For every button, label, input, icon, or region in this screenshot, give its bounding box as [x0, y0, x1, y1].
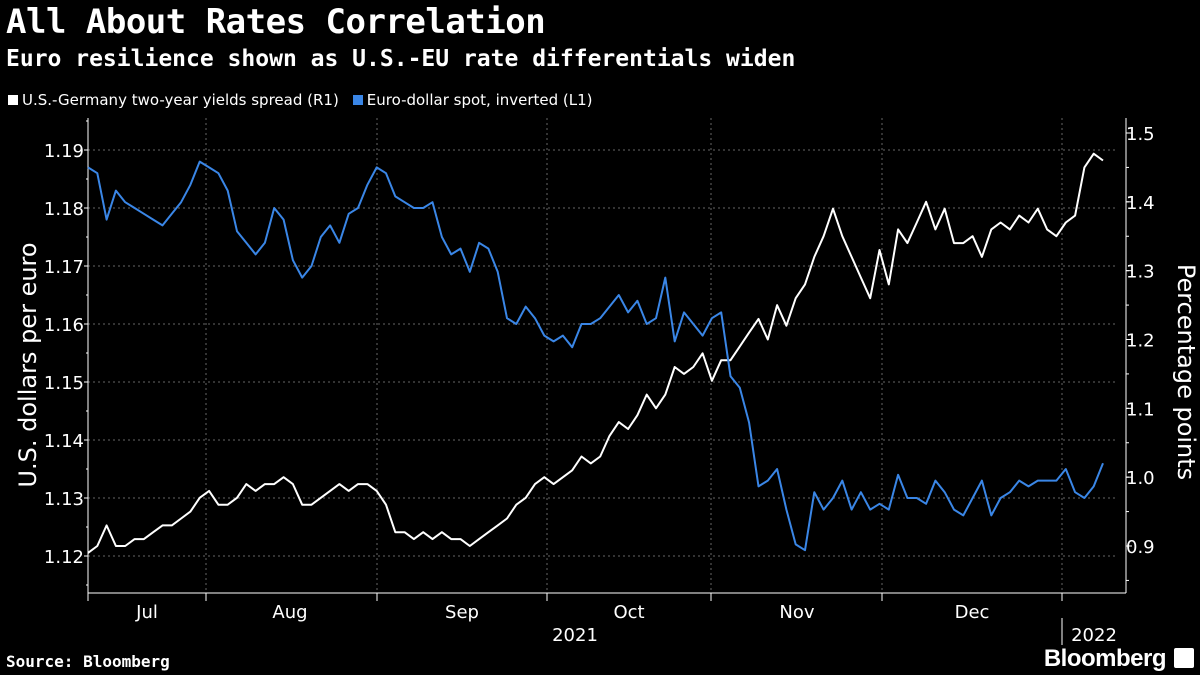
x-year-label: 2021	[552, 625, 598, 646]
legend-item-spread: U.S.-Germany two-year yields spread (R1)	[8, 91, 339, 109]
right-tick-label: 1.1	[1126, 399, 1155, 420]
right-axis-label: Percentage points	[1172, 263, 1200, 481]
right-tick-label: 1.5	[1126, 124, 1155, 145]
bloomberg-logo-icon	[1174, 648, 1194, 668]
left-tick-label: 1.14	[44, 431, 84, 452]
right-tick-label: 0.9	[1126, 537, 1155, 558]
source-note: Source: Bloomberg	[6, 652, 170, 671]
left-tick-label: 1.13	[44, 489, 84, 510]
series-line-spread	[87, 152, 1104, 554]
left-tick-label: 1.15	[44, 373, 84, 394]
right-tick-label: 1.3	[1126, 262, 1155, 283]
right-tick-label: 1.4	[1126, 193, 1155, 214]
legend-item-euro: Euro-dollar spot, inverted (L1)	[352, 91, 593, 109]
x-tick-label: Dec	[955, 602, 990, 623]
series-line-euro	[87, 160, 1104, 552]
brand-logo-text: Bloomberg	[1043, 645, 1167, 672]
chart-subtitle: Euro resilience shown as U.S.-EU rate di…	[6, 46, 796, 72]
left-axis-label: U.S. dollars per euro	[14, 242, 42, 488]
x-tick-label: Oct	[613, 602, 644, 623]
x-tick-label: Nov	[779, 602, 814, 623]
legend-swatch-euro	[352, 95, 363, 105]
left-tick-label: 1.18	[44, 199, 84, 220]
x-year-label: 2022	[1071, 625, 1117, 646]
left-tick-label: 1.12	[44, 547, 84, 568]
legend-label-euro: Euro-dollar spot, inverted (L1)	[366, 91, 593, 109]
legend: U.S.-Germany two-year yields spread (R1)…	[8, 91, 593, 109]
right-tick-label: 1.0	[1126, 468, 1155, 489]
chart-title: All About Rates Correlation	[6, 2, 546, 42]
x-tick-label: Sep	[445, 602, 479, 623]
x-tick-label: Jul	[135, 602, 158, 623]
left-tick-label: 1.19	[44, 141, 84, 162]
left-tick-label: 1.17	[44, 257, 84, 278]
right-tick-label: 1.2	[1126, 331, 1155, 352]
x-tick-label: Aug	[272, 602, 307, 623]
legend-label-spread: U.S.-Germany two-year yields spread (R1)	[22, 91, 339, 109]
left-tick-label: 1.16	[44, 315, 84, 336]
legend-swatch-spread	[8, 95, 18, 105]
